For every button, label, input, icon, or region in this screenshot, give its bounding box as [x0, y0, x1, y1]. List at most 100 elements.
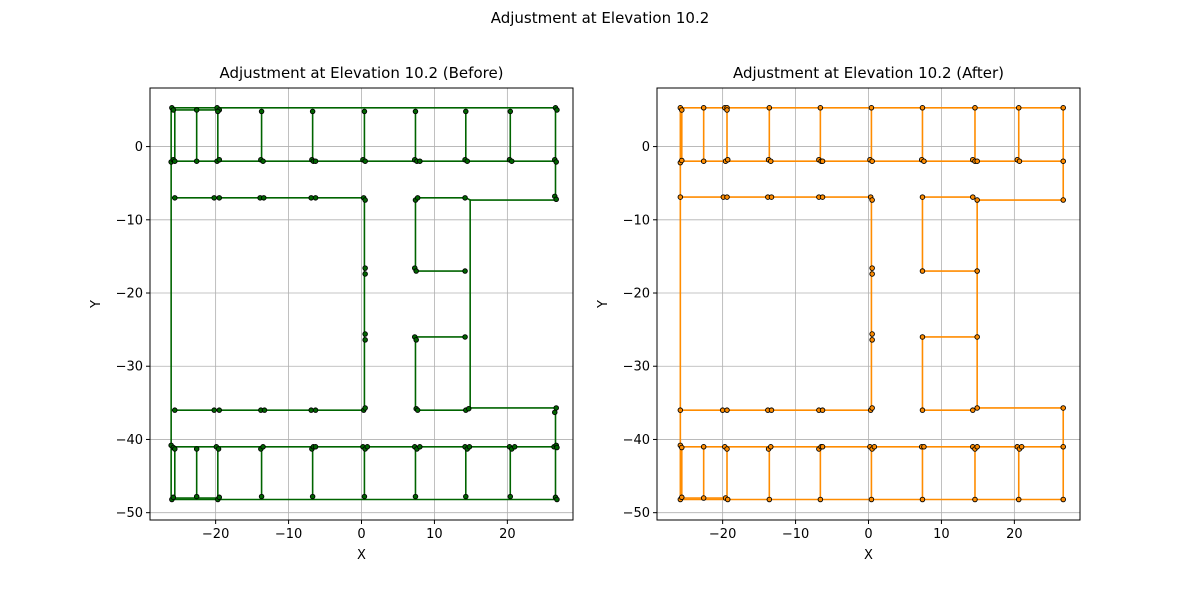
chart-panel-1: −20 −10 0 10 20 0 −10 −20 −30 −40 −50 Adjustment at… — [89, 64, 574, 563]
y-tick-label: −30 — [623, 360, 650, 375]
y-tick-label: −50 — [623, 506, 650, 521]
data-point — [170, 107, 177, 113]
data-point — [464, 158, 471, 164]
data-point — [362, 197, 368, 203]
data-point — [508, 158, 515, 164]
data-point — [724, 496, 731, 503]
data-point — [414, 407, 421, 413]
data-point — [172, 158, 178, 164]
data-point — [768, 158, 774, 164]
data-point — [724, 107, 730, 113]
data-point — [554, 107, 560, 113]
x-tick-label: 10 — [933, 527, 950, 542]
data-point — [1060, 105, 1066, 111]
data-point — [817, 105, 824, 111]
data-point — [700, 105, 707, 111]
data-point — [412, 108, 419, 115]
data-point — [216, 494, 223, 501]
data-point — [1060, 405, 1066, 411]
y-axis-label: Y — [596, 300, 611, 309]
data-point — [972, 496, 978, 503]
data-point — [700, 444, 707, 450]
data-point — [362, 405, 368, 411]
data-point — [700, 158, 707, 164]
data-point — [258, 493, 265, 500]
x-tick-label: −20 — [709, 527, 736, 542]
data-point — [312, 158, 319, 164]
data-point — [362, 337, 368, 343]
data-point — [216, 157, 223, 163]
data-point — [1015, 105, 1022, 111]
data-point — [413, 268, 419, 274]
data-point — [554, 444, 560, 451]
data-point — [970, 194, 976, 200]
data-point — [679, 444, 685, 451]
data-point — [768, 194, 775, 200]
data-point — [511, 444, 518, 450]
data-point — [362, 331, 368, 337]
data-point — [466, 444, 473, 450]
data-point — [679, 157, 685, 164]
data-point — [554, 496, 560, 503]
data-point — [868, 496, 875, 503]
y-tick-label: −40 — [116, 433, 143, 448]
data-point — [869, 331, 875, 337]
x-tick-label: −10 — [782, 527, 809, 542]
data-point — [869, 405, 875, 411]
data-point — [463, 493, 469, 500]
data-point — [216, 195, 223, 201]
data-point — [553, 159, 559, 165]
data-point — [970, 407, 976, 413]
data-point — [974, 158, 980, 164]
data-point — [766, 105, 773, 111]
data-point — [258, 108, 265, 115]
data-point — [308, 407, 314, 413]
data-point — [261, 195, 267, 201]
data-point — [974, 405, 980, 411]
x-tick-label: −10 — [275, 527, 302, 542]
data-point — [974, 197, 980, 203]
data-point — [919, 105, 926, 111]
data-point — [919, 334, 926, 340]
data-point — [414, 195, 421, 201]
data-point — [724, 407, 730, 413]
y-tick-label: −20 — [116, 287, 143, 302]
x-axis-label: X — [357, 548, 366, 563]
data-point — [312, 444, 319, 450]
data-point — [768, 407, 775, 413]
data-point — [507, 108, 514, 115]
data-point — [215, 108, 221, 115]
data-point — [921, 158, 927, 164]
data-point — [921, 444, 927, 450]
data-point — [869, 337, 875, 343]
data-point — [260, 158, 266, 164]
data-point — [974, 268, 980, 274]
data-point — [679, 107, 685, 113]
y-tick-label: −20 — [623, 287, 650, 302]
chart-panel-2: −20 −10 0 10 20 0 −10 −20 −30 −40 −50 Adjustment at… — [596, 64, 1081, 563]
data-point — [1016, 158, 1023, 164]
data-point — [974, 334, 980, 340]
data-point — [361, 493, 368, 500]
data-point — [260, 444, 266, 450]
data-point — [869, 271, 875, 277]
y-tick-label: −10 — [116, 213, 143, 228]
data-point — [193, 158, 200, 164]
y-axis-label: Y — [89, 300, 104, 309]
data-point — [308, 195, 314, 201]
data-point — [172, 407, 178, 413]
data-point — [309, 108, 316, 115]
data-point — [1015, 496, 1022, 503]
data-point — [172, 446, 178, 452]
data-point — [1060, 158, 1066, 164]
data-point — [463, 108, 469, 115]
data-point — [417, 158, 423, 164]
data-point — [817, 496, 824, 503]
data-point — [919, 407, 926, 413]
data-point — [919, 496, 926, 503]
data-point — [1060, 444, 1066, 450]
data-point — [819, 194, 826, 200]
data-point — [364, 444, 371, 450]
data-point — [768, 444, 774, 450]
